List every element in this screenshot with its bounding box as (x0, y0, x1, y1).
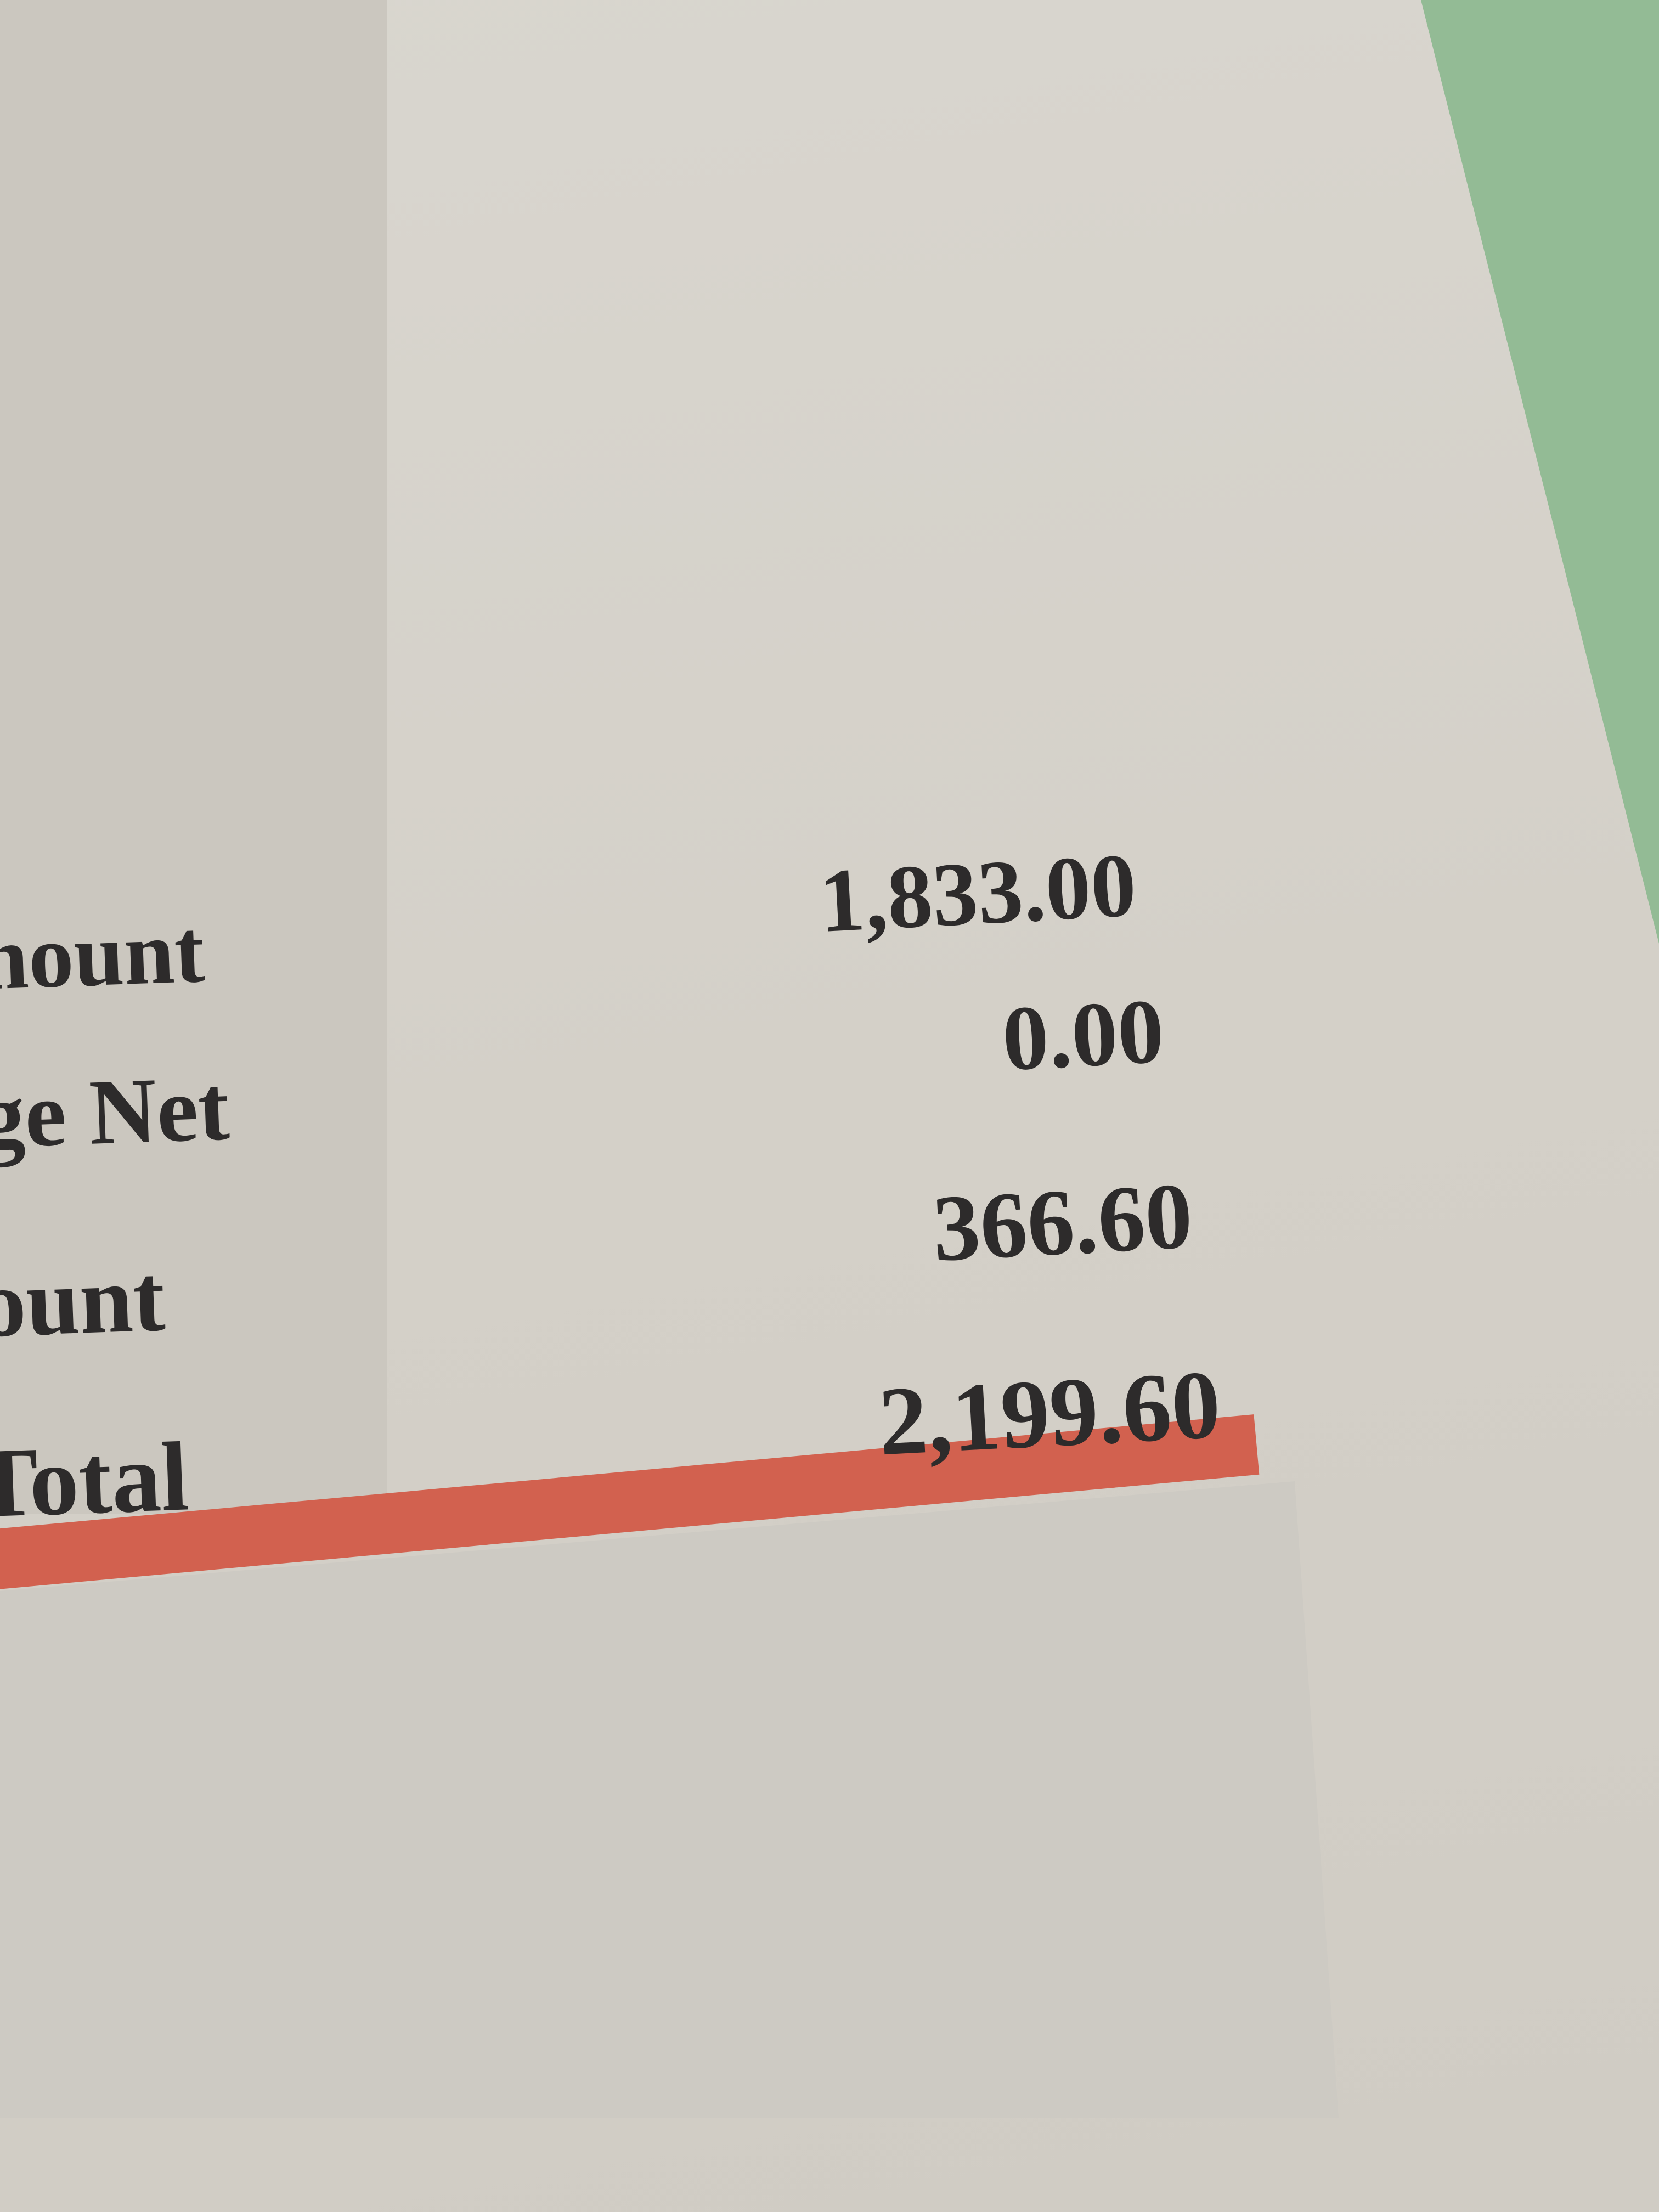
label-column-shading (0, 0, 387, 1514)
value-total: 2,199.60 (876, 1350, 1223, 1476)
label-net: ge Net (0, 1056, 231, 1168)
label-discount: ount (0, 1244, 167, 1357)
value-amount: 1,833.00 (816, 834, 1138, 952)
label-total: Total (0, 1421, 190, 1538)
value-net: 0.00 (1000, 980, 1166, 1091)
value-discount: 366.60 (930, 1164, 1195, 1282)
shaded-box (0, 1481, 1339, 2118)
label-amount: nount (0, 900, 206, 1009)
